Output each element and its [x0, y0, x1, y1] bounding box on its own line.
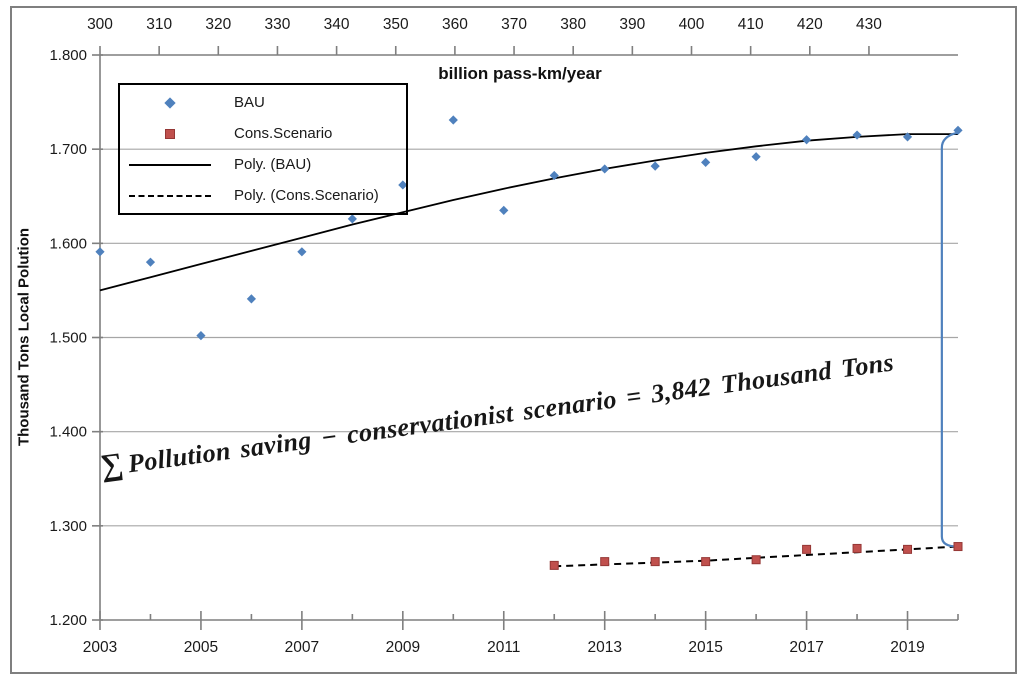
- bau-point: [95, 247, 105, 257]
- top-tick-label: 340: [324, 16, 350, 33]
- bau-point: [801, 135, 812, 145]
- top-tick-label: 330: [265, 16, 291, 33]
- dashed-line-icon: [120, 194, 220, 197]
- legend-label: Poly. (Cons.Scenario): [234, 187, 379, 204]
- x-tick-label: 2011: [487, 639, 520, 656]
- top-tick-label: 420: [797, 16, 823, 33]
- x-tick-label: 2015: [688, 639, 722, 656]
- cons-square-icon: [120, 128, 220, 139]
- cons-point: [903, 544, 913, 554]
- bau-point: [852, 130, 862, 140]
- x-tick-label: 2009: [386, 639, 420, 656]
- bau-point: [398, 180, 408, 190]
- sigma-symbol: ∑: [98, 445, 126, 484]
- bau-point: [650, 161, 660, 171]
- y-tick-label: 1.600: [49, 235, 87, 252]
- bau-point: [549, 170, 559, 181]
- bau-point: [600, 164, 610, 174]
- bau-point: [196, 331, 206, 341]
- y-tick-label: 1.800: [49, 47, 87, 64]
- bau-point: [246, 294, 257, 304]
- y-tick-label: 1.700: [49, 141, 87, 158]
- x-tick-label: 2003: [83, 639, 117, 656]
- legend-label: Cons.Scenario: [234, 125, 333, 142]
- top-tick-label: 370: [501, 16, 527, 33]
- cons-point: [701, 557, 711, 567]
- y-tick-label: 1.200: [49, 612, 87, 629]
- x-tick-label: 2017: [789, 639, 823, 656]
- top-tick-label: 380: [560, 16, 586, 33]
- bau-point: [297, 247, 307, 257]
- bau-point: [448, 115, 458, 125]
- bau-point: [499, 205, 509, 215]
- bau-diamond-icon: [120, 96, 220, 109]
- bau-point: [145, 257, 156, 267]
- bau-point: [953, 125, 963, 135]
- cons-point: [852, 543, 862, 553]
- top-tick-label: 350: [383, 16, 409, 33]
- y-tick-label: 1.400: [49, 424, 87, 441]
- top-axis-title: billion pass-km/year: [438, 64, 602, 83]
- bau-point: [751, 152, 761, 162]
- cons-point: [751, 555, 761, 565]
- y-tick-label: 1.300: [49, 518, 87, 535]
- cons-point: [549, 560, 559, 570]
- legend-item-bau: BAU: [120, 88, 406, 118]
- y-tick-label: 1.500: [49, 330, 87, 347]
- top-tick-label: 410: [738, 16, 764, 33]
- solid-line-icon: [120, 163, 220, 166]
- bau-point: [902, 132, 913, 142]
- top-tick-label: 310: [146, 16, 172, 33]
- trend-cons-line: [554, 545, 959, 568]
- top-tick-label: 430: [856, 16, 882, 33]
- top-tick-label: 360: [442, 16, 468, 33]
- cons-point: [802, 544, 812, 554]
- bau-point: [701, 157, 711, 167]
- top-tick-label: 390: [619, 16, 645, 33]
- legend-label: Poly. (BAU): [234, 156, 312, 173]
- savings-connector-line: [940, 131, 958, 548]
- cons-point: [953, 542, 963, 552]
- bau-point: [347, 214, 357, 224]
- top-tick-label: 400: [679, 16, 705, 33]
- x-tick-label: 2005: [184, 639, 218, 656]
- x-tick-label: 2007: [285, 639, 319, 656]
- legend-item-poly-cons: Poly. (Cons.Scenario): [120, 181, 406, 211]
- y-axis-title: Thousand Tons Local Polution: [15, 227, 33, 447]
- x-tick-label: 2019: [890, 639, 924, 656]
- legend: BAU Cons.Scenario Poly. (BAU) Poly. (Con…: [118, 83, 408, 215]
- x-tick-label: 2013: [587, 639, 621, 656]
- cons-point: [600, 557, 610, 567]
- top-tick-label: 300: [87, 16, 113, 33]
- legend-label: BAU: [234, 94, 265, 111]
- legend-item-poly-bau: Poly. (BAU): [120, 150, 406, 180]
- top-tick-label: 320: [205, 16, 231, 33]
- trend-bau-line: [99, 133, 958, 292]
- legend-item-cons-scenario: Cons.Scenario: [120, 119, 406, 149]
- cons-point: [650, 557, 660, 567]
